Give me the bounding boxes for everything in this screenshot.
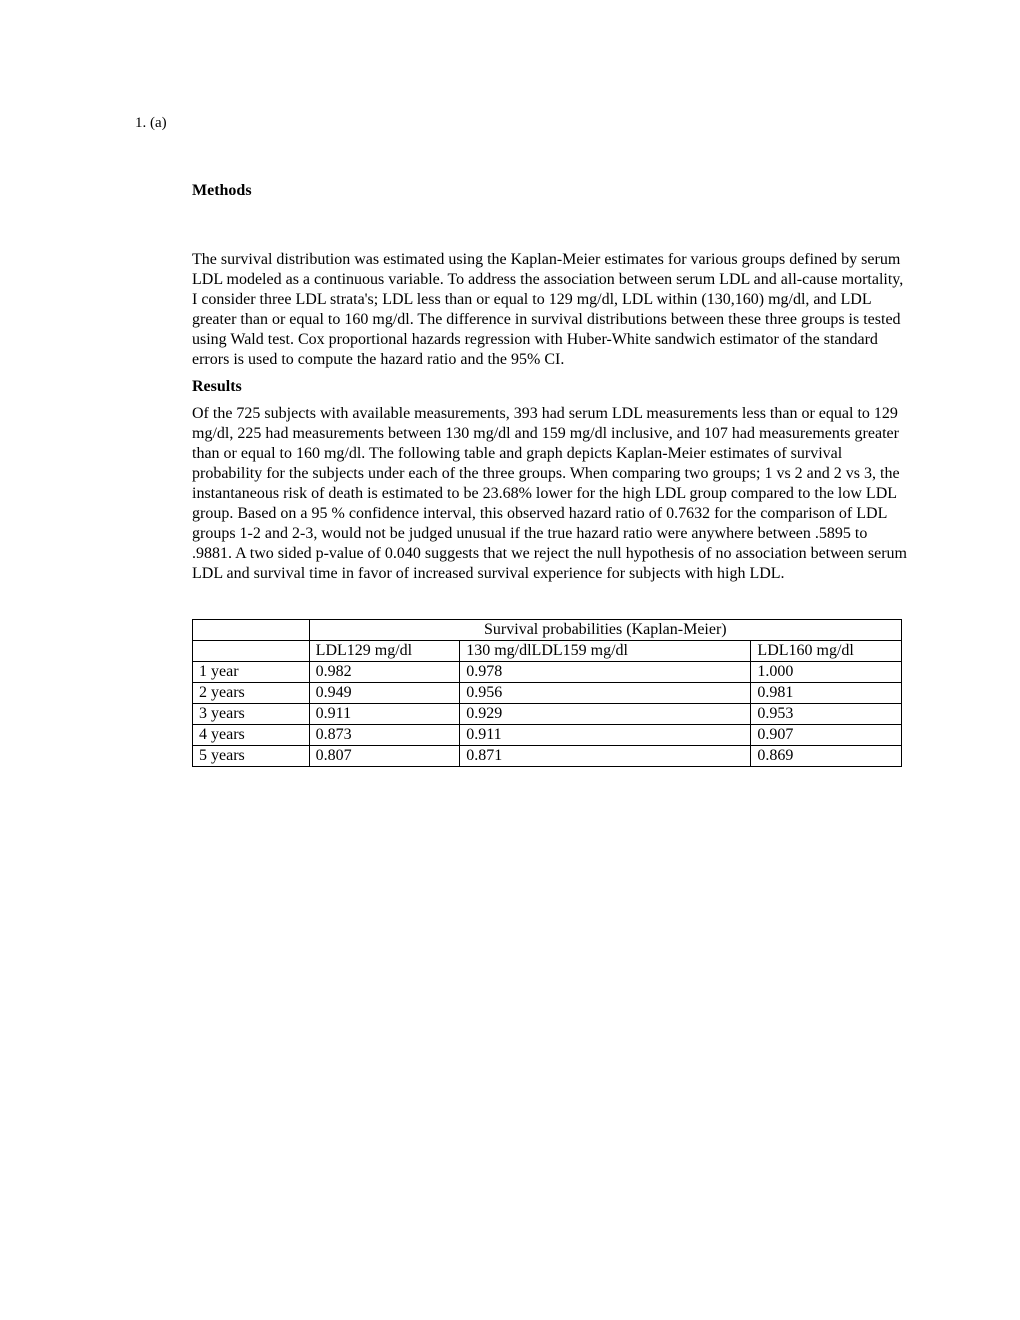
table-row: 3 years 0.911 0.929 0.953 bbox=[193, 704, 902, 725]
table-cell: 1 year bbox=[193, 662, 310, 683]
table-cell: 0.873 bbox=[309, 725, 460, 746]
table-cell: 0.981 bbox=[751, 683, 902, 704]
table-cell: 0.982 bbox=[309, 662, 460, 683]
table-cell: 0.911 bbox=[460, 725, 751, 746]
table-cell: 0.807 bbox=[309, 746, 460, 767]
table-cell: 0.871 bbox=[460, 746, 751, 767]
table-header-span: Survival probabilities (Kaplan-Meier) bbox=[309, 620, 901, 641]
table-cell: 5 years bbox=[193, 746, 310, 767]
survival-table-container: Survival probabilities (Kaplan-Meier) LD… bbox=[192, 619, 910, 767]
table-row: 2 years 0.949 0.956 0.981 bbox=[193, 683, 902, 704]
table-col-header-1: LDL129 mg/dl bbox=[309, 641, 460, 662]
table-cell: 0.911 bbox=[309, 704, 460, 725]
table-cell: 0.929 bbox=[460, 704, 751, 725]
table-col-header-3: LDL160 mg/dl bbox=[751, 641, 902, 662]
table-row: 5 years 0.807 0.871 0.869 bbox=[193, 746, 902, 767]
table-row: 1 year 0.982 0.978 1.000 bbox=[193, 662, 902, 683]
table-cell: 0.956 bbox=[460, 683, 751, 704]
table-cell: 0.907 bbox=[751, 725, 902, 746]
methods-heading: Methods bbox=[192, 182, 910, 200]
table-cell: 0.978 bbox=[460, 662, 751, 683]
survival-table: Survival probabilities (Kaplan-Meier) LD… bbox=[192, 619, 902, 767]
table-header-empty bbox=[193, 620, 310, 641]
table-col-header-2: 130 mg/dlLDL159 mg/dl bbox=[460, 641, 751, 662]
methods-paragraph: The survival distribution was estimated … bbox=[192, 250, 910, 370]
table-cell: 0.953 bbox=[751, 704, 902, 725]
table-cell: 3 years bbox=[193, 704, 310, 725]
table-cell: 1.000 bbox=[751, 662, 902, 683]
table-cell: 0.869 bbox=[751, 746, 902, 767]
table-col-header-0 bbox=[193, 641, 310, 662]
results-paragraph: Of the 725 subjects with available measu… bbox=[192, 404, 910, 584]
results-heading: Results bbox=[192, 378, 910, 396]
table-row: 4 years 0.873 0.911 0.907 bbox=[193, 725, 902, 746]
item-number: 1. (a) bbox=[135, 115, 910, 132]
table-cell: 4 years bbox=[193, 725, 310, 746]
table-cell: 0.949 bbox=[309, 683, 460, 704]
table-cell: 2 years bbox=[193, 683, 310, 704]
